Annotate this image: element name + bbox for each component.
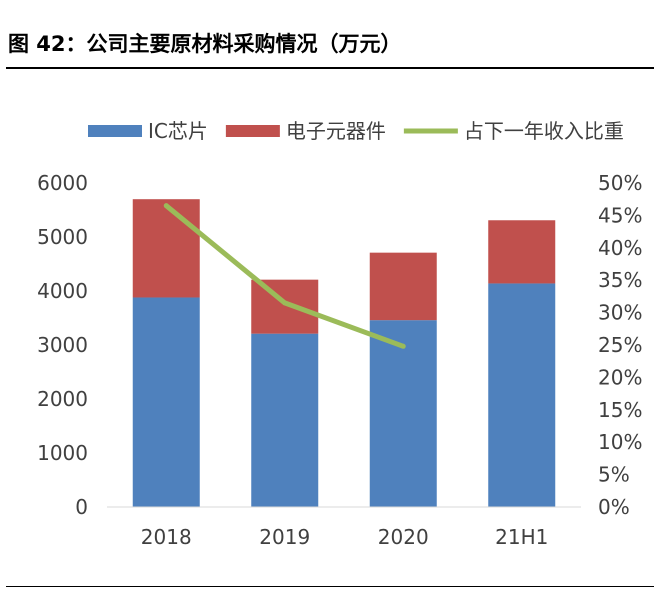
y-right-tick-9: 45% [598, 203, 642, 227]
y-left-tick-5: 5000 [37, 225, 88, 249]
y-right-tick-1: 5% [598, 463, 630, 487]
bar-1-3 [488, 220, 556, 284]
bar-0-0 [132, 297, 200, 507]
y-left-tick-0: 0 [75, 495, 88, 519]
bottom-divider [6, 586, 654, 587]
legend-label-0: IC芯片 [148, 119, 208, 143]
line-point-1 [282, 300, 288, 306]
y-right-tick-0: 0% [598, 495, 630, 519]
line-point-2 [400, 343, 406, 349]
y-right-tick-2: 10% [598, 430, 642, 454]
line-point-0 [163, 203, 169, 209]
legend-swatch-0 [88, 125, 142, 137]
y-right-tick-5: 25% [598, 333, 642, 357]
bar-1-2 [369, 252, 437, 321]
title-divider [6, 67, 654, 69]
bar-0-1 [251, 333, 319, 507]
x-tick-1: 2019 [259, 525, 310, 549]
y-left-tick-4: 4000 [37, 279, 88, 303]
bar-1-1 [251, 279, 319, 334]
y-right-tick-8: 40% [598, 236, 642, 260]
bar-0-2 [369, 320, 437, 507]
legend-swatch-1 [225, 125, 280, 137]
y-right-tick-6: 30% [598, 301, 642, 325]
bar-0-3 [488, 283, 556, 507]
x-tick-2: 2020 [378, 525, 429, 549]
y-left-tick-3: 3000 [37, 333, 88, 357]
bar-1-0 [132, 199, 200, 298]
y-left-tick-2: 2000 [37, 387, 88, 411]
x-tick-3: 21H1 [495, 525, 548, 549]
legend-label-2: 占下一年收入比重 [464, 119, 624, 143]
y-right-tick-7: 35% [598, 268, 642, 292]
x-tick-0: 2018 [141, 525, 192, 549]
y-left-tick-1: 1000 [37, 441, 88, 465]
legend-label-1: 电子元器件 [286, 119, 386, 143]
y-right-tick-3: 15% [598, 398, 642, 422]
y-right-tick-4: 20% [598, 365, 642, 389]
y-left-tick-6: 6000 [37, 171, 88, 195]
figure-title: 图 42：公司主要原材料采购情况（万元） [8, 32, 402, 56]
y-right-tick-10: 50% [598, 171, 642, 195]
